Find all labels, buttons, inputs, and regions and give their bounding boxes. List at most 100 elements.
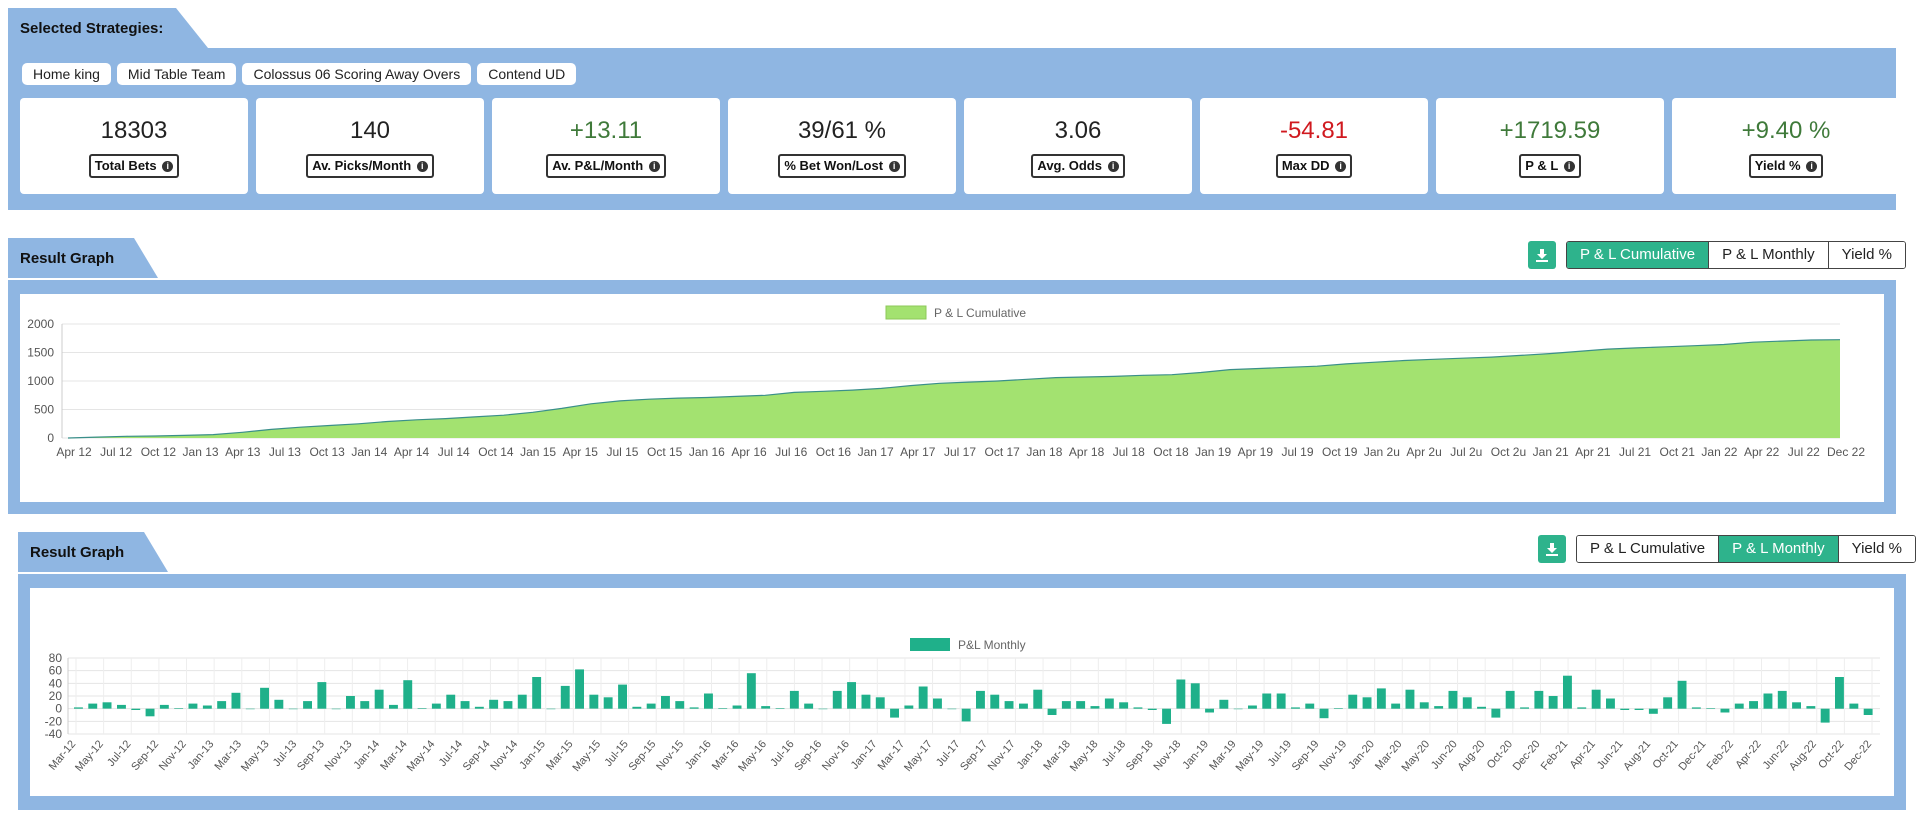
legend-label: P & L Cumulative: [934, 306, 1026, 320]
monthly-bar: [1520, 707, 1529, 709]
x-tick-label: Oct 12: [141, 445, 177, 459]
monthly-bar: [961, 708, 971, 722]
monthly-bar: [1763, 693, 1773, 709]
stat-label[interactable]: P & L i: [1519, 154, 1581, 178]
monthly-bar: [1276, 693, 1286, 709]
monthly-bar: [990, 694, 1000, 709]
info-icon[interactable]: i: [1806, 161, 1818, 173]
stat-value: +13.11: [569, 117, 643, 144]
stat-label[interactable]: Av. P&L/Month i: [546, 154, 666, 178]
x-tick-label: Nov-13: [323, 738, 355, 773]
monthly-bar: [431, 703, 441, 709]
legend-swatch: [910, 638, 950, 651]
info-icon[interactable]: i: [648, 161, 660, 173]
x-tick-label: Sep-13: [295, 738, 327, 773]
monthly-bar: [761, 706, 771, 709]
download-button[interactable]: [1528, 241, 1556, 269]
cumulative-toggle-button[interactable]: P & L Cumulative: [1577, 536, 1719, 562]
stat-card: +1719.59 P & L i: [1436, 98, 1664, 194]
monthly-bar: [818, 708, 828, 710]
x-tick-label: May-14: [405, 738, 438, 774]
stat-label[interactable]: Max DD i: [1275, 154, 1353, 178]
stat-value: 18303: [100, 117, 168, 144]
info-icon[interactable]: i: [416, 161, 428, 173]
x-tick-label: Apr 18: [1069, 445, 1105, 459]
monthly-bar: [403, 680, 413, 709]
monthly-bar: [331, 708, 341, 710]
chart-legend: P&L Monthly: [910, 638, 1026, 652]
x-tick-label: Apr 15: [563, 445, 599, 459]
x-tick-label: Feb-22: [1705, 738, 1737, 772]
monthly-bar: [704, 693, 713, 709]
info-icon[interactable]: i: [1107, 161, 1119, 173]
monthly-bar: [1491, 708, 1501, 718]
x-tick-label: May-19: [1234, 738, 1267, 774]
x-tick-label: Nov-16: [820, 738, 852, 773]
monthly-bar: [1577, 707, 1587, 709]
x-tick-label: Oct 19: [1322, 445, 1358, 459]
monthly-bar: [618, 684, 627, 709]
x-tick-label: Oct 2u: [1491, 445, 1526, 459]
monthly-bar: [1076, 701, 1086, 709]
x-tick-label: Jan 2u: [1364, 445, 1400, 459]
stat-label-text: P & L: [1525, 158, 1559, 173]
monthly-bar: [1663, 697, 1673, 709]
graph2-panel: P&L Monthly -40 -20 0 20 40 60 80 Mar-12 May-12 Ju…: [18, 574, 1906, 810]
monthly-bar: [1849, 703, 1859, 709]
x-tick-label: Nov-18: [1152, 738, 1184, 773]
cumulative-line: [67, 339, 1841, 439]
monthly-bar: [1563, 675, 1572, 709]
y-tick-label: 1000: [27, 374, 54, 388]
monthly-bar: [632, 706, 642, 709]
x-tick-label: Jun-21: [1595, 738, 1626, 771]
monthly-bar: [1305, 703, 1315, 709]
download-button-2[interactable]: [1538, 535, 1566, 563]
monthly-bar: [1777, 690, 1787, 709]
monthly-bar: [1749, 701, 1758, 709]
yield-toggle-button[interactable]: Yield %: [1827, 242, 1905, 268]
graph2-controls: P & L Cumulative P & L Monthly Yield %: [1538, 535, 1916, 563]
monthly-bar: [775, 708, 785, 709]
monthly-bar: [1820, 708, 1830, 723]
x-tick-label: Nov-14: [488, 738, 520, 773]
monthly-bar: [1333, 708, 1343, 709]
stat-card: 18303 Total Bets i: [20, 98, 248, 194]
x-tick-label: Jul 17: [944, 445, 976, 459]
download-icon: [1536, 249, 1548, 262]
x-tick-label: Jul 18: [1113, 445, 1145, 459]
monthly-bar: [1061, 701, 1071, 709]
monthly-bar: [1133, 707, 1143, 709]
cumulative-toggle-button[interactable]: P & L Cumulative: [1567, 242, 1709, 268]
stat-label[interactable]: Total Bets i: [88, 154, 180, 178]
stat-label-text: Av. P&L/Month: [552, 158, 644, 173]
info-icon[interactable]: i: [1563, 161, 1575, 173]
strategy-chip: Home king: [22, 63, 111, 85]
monthly-toggle-button[interactable]: P & L Monthly: [1708, 242, 1828, 268]
monthly-bar: [1548, 696, 1558, 709]
stat-value: 140: [349, 117, 391, 144]
monthly-bar: [374, 689, 384, 709]
yield-toggle-button[interactable]: Yield %: [1837, 536, 1915, 562]
monthly-bar: [789, 690, 799, 709]
stat-label[interactable]: Av. Picks/Month i: [306, 154, 434, 178]
y-tick-label: 1500: [27, 346, 54, 360]
info-icon[interactable]: i: [1335, 161, 1347, 173]
info-icon[interactable]: i: [162, 161, 174, 173]
info-icon[interactable]: i: [888, 161, 900, 173]
x-tick-label: Jan-13: [186, 738, 217, 771]
stat-value: +9.40 %: [1741, 117, 1831, 144]
x-tick-label: May-17: [902, 738, 935, 774]
monthly-toggle-button[interactable]: P & L Monthly: [1718, 536, 1838, 562]
stat-label-text: Yield %: [1754, 158, 1801, 173]
monthly-bar: [918, 686, 928, 709]
monthly-bar: [1634, 708, 1644, 710]
monthly-bar: [546, 708, 556, 710]
x-tick-label: Jan-20: [1346, 738, 1377, 771]
x-tick-label: Oct 21: [1660, 445, 1696, 459]
stat-label[interactable]: Avg. Odds i: [1031, 154, 1125, 178]
cumulative-chart: P & L Cumulative 0 500 1000 1500 2000 Apr 12 Ju…: [20, 294, 1884, 502]
monthly-bar: [188, 703, 198, 709]
x-tick-label: Aug-20: [1455, 738, 1487, 773]
stat-label[interactable]: % Bet Won/Lost i: [778, 154, 906, 178]
stat-label[interactable]: Yield % i: [1748, 154, 1824, 178]
